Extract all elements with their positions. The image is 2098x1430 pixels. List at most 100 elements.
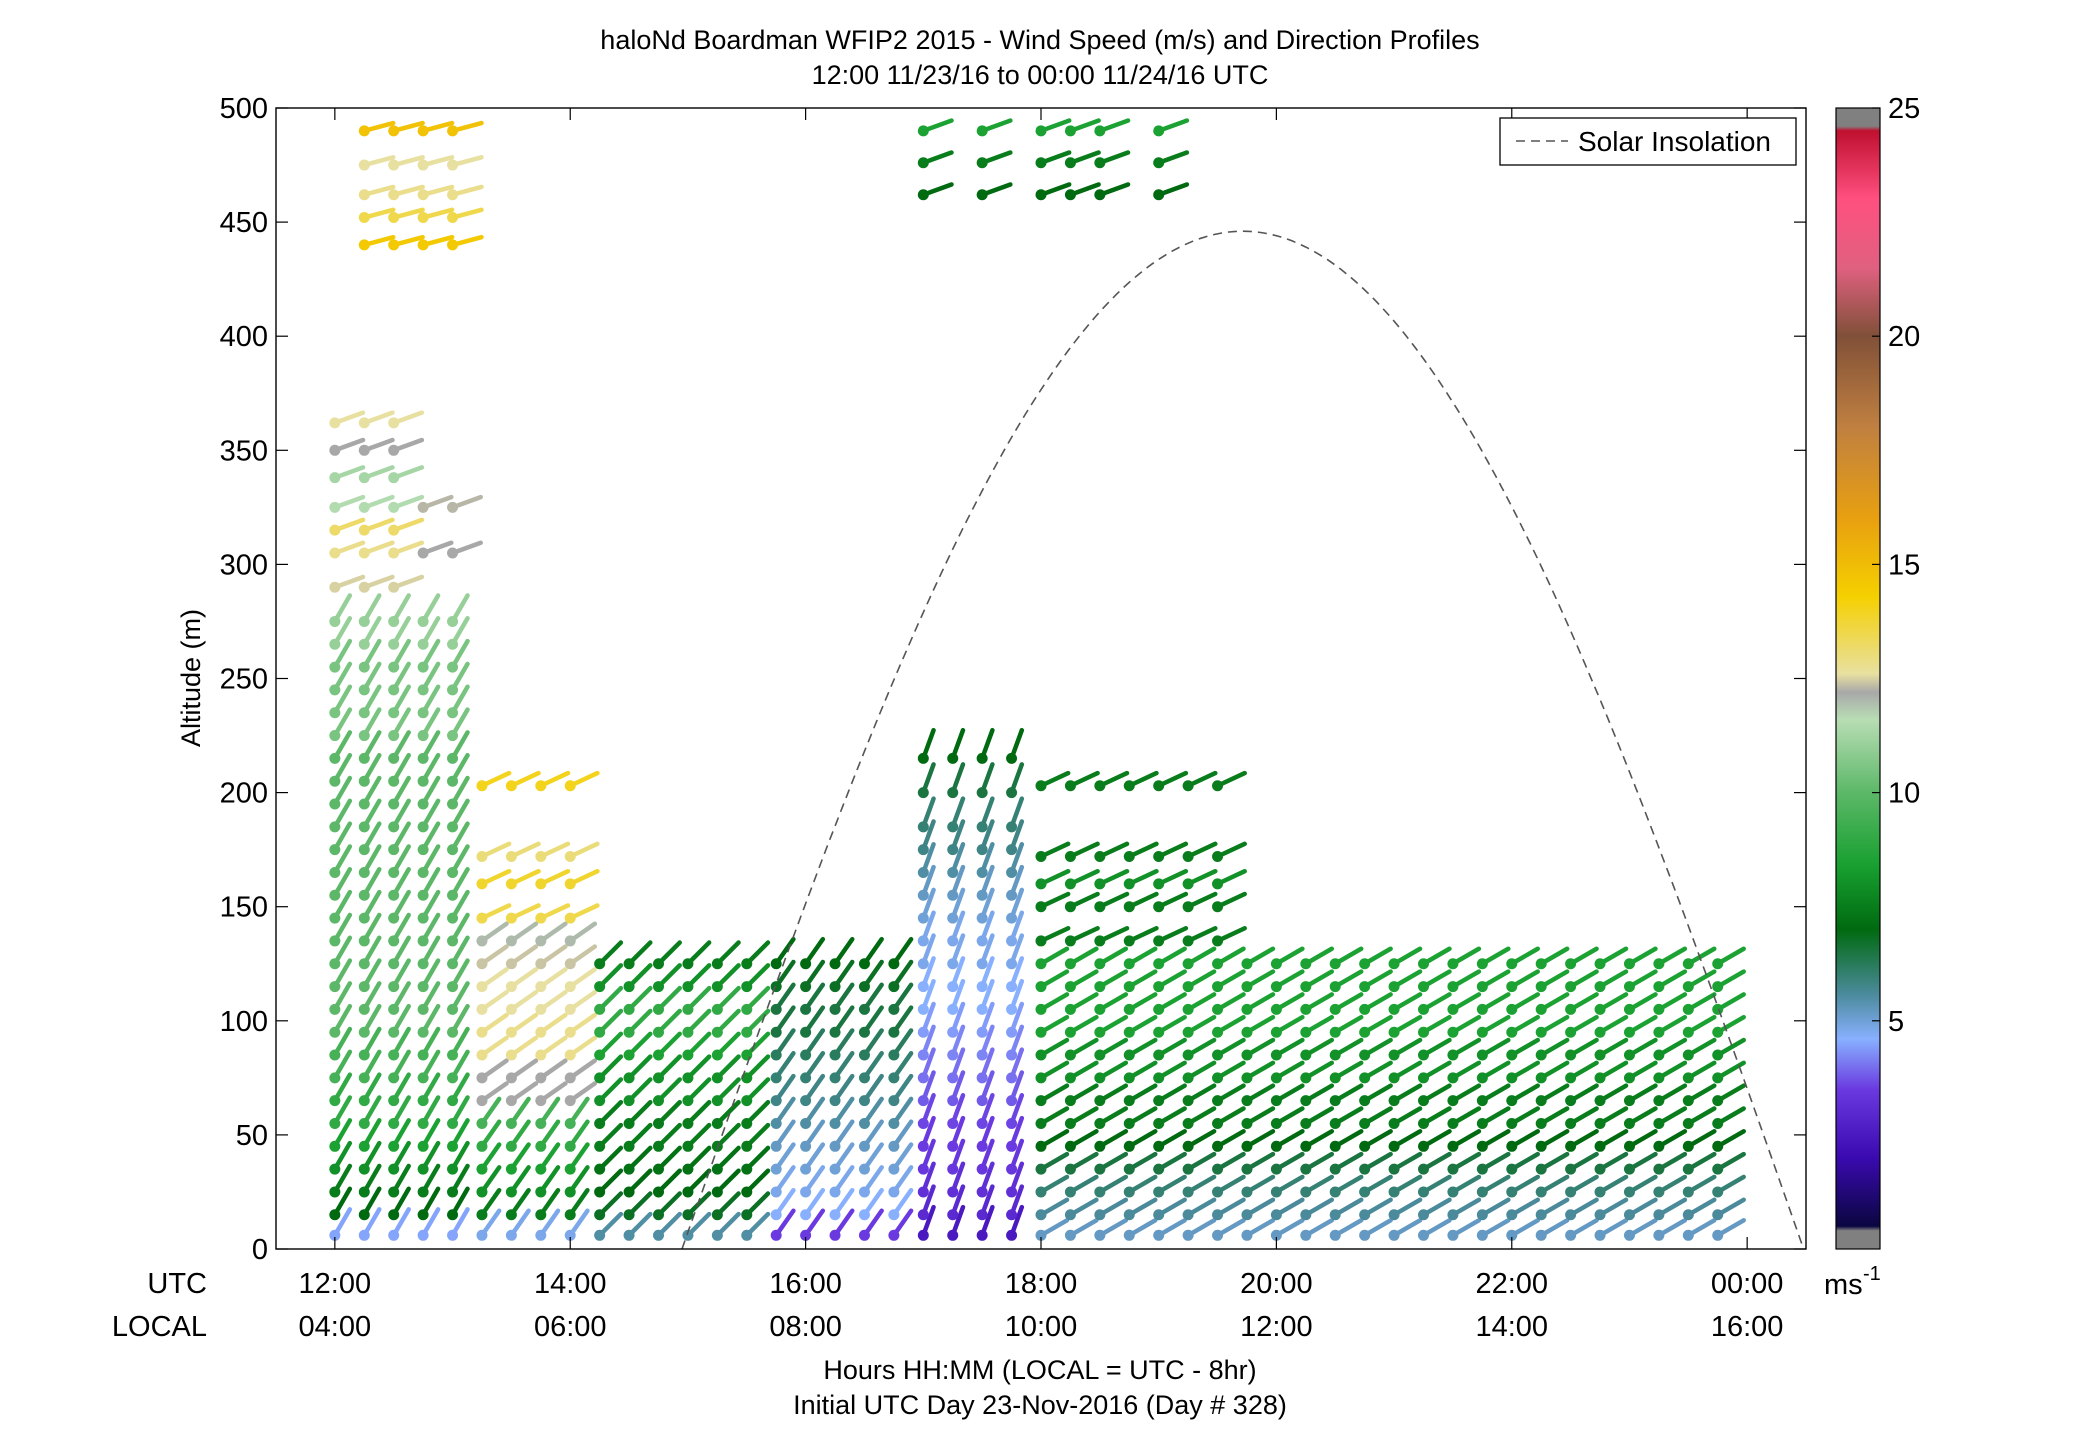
wind-barb-dot [358,472,370,484]
wind-barb [976,1204,995,1241]
wind-barb-dot [594,1003,606,1015]
wind-barb [1300,1037,1335,1061]
wind-barb [917,727,936,764]
wind-barb [917,1138,936,1175]
wind-barb-dot [417,752,429,764]
wind-barb-dot [388,798,400,810]
wind-barb [535,1012,568,1038]
wind-barb-dot [594,1209,606,1221]
wind-barb-dot [358,707,370,719]
wind-barb [1006,1070,1025,1107]
wind-barb [1182,841,1218,862]
wind-barb-dot [1388,1140,1400,1152]
wind-barb-dot [447,1003,459,1015]
wind-barb [1182,1174,1217,1198]
wind-barb [623,963,653,993]
wind-barb-dot [1447,1186,1459,1198]
wind-barb [800,1028,826,1061]
wind-barb [1388,1083,1423,1107]
wind-barb [1094,1106,1129,1129]
wind-barb [682,1031,712,1061]
wind-barb-dot [1241,1049,1253,1061]
wind-barb-dot [388,889,400,901]
wind-barb-dot [1418,1140,1429,1152]
chart-subtitle: 12:00 11/23/16 to 00:00 11/24/16 UTC [812,60,1269,90]
wind-barb [447,730,470,764]
wind-barb-dot [447,707,459,719]
wind-barb-dot [505,780,517,792]
wind-barb [976,978,995,1015]
wind-barb-dot [447,212,459,224]
wind-barb-dot [564,1117,576,1129]
wind-barb [1182,992,1217,1015]
wind-barb [829,1096,855,1129]
wind-barb-dot [1506,1072,1518,1084]
wind-barb-dot [1653,1186,1665,1198]
wind-barb-dot [594,1140,606,1152]
wind-barb-dot [447,1140,459,1152]
wind-barb-dot [417,615,429,627]
wind-barb-dot [800,981,812,993]
wind-barb-dot [1535,1049,1547,1061]
wind-barb [505,1081,539,1107]
wind-barb [1565,992,1599,1015]
wind-barb [1535,1083,1570,1107]
wind-barb [1682,1106,1717,1129]
wind-barb-dot [947,1140,959,1152]
wind-barb [800,1119,826,1152]
wind-barb-dot [682,1026,694,1038]
wind-barb [1064,1218,1099,1241]
wind-barb [1270,1129,1305,1152]
wind-barb-dot [1329,981,1341,993]
wind-barb [535,944,568,970]
wind-barb [1712,1083,1746,1107]
wind-barb-dot [1153,1163,1165,1175]
wind-barb [1006,762,1025,799]
wind-barb [476,1081,509,1107]
wind-barb-dot [476,1163,488,1175]
wind-barb-dot [1300,1163,1312,1175]
wind-barb-dot [829,1049,841,1061]
wind-barb-dot [888,1003,900,1015]
wind-barb [358,1186,382,1221]
x-tick-label-local: 10:00 [1005,1311,1078,1343]
wind-barb [329,661,353,696]
wind-barb-dot [711,1072,723,1084]
wind-barb-dot [1653,1026,1665,1038]
wind-barb [682,940,712,970]
wind-barb [800,1187,826,1221]
wind-barb [1006,1161,1025,1198]
wind-barb-dot [770,1095,782,1107]
wind-barb [1241,1218,1276,1241]
wind-barb-dot [858,1003,870,1015]
wind-barb [741,1100,771,1129]
wind-barb-dot [1388,958,1400,970]
wind-barb-dot [358,798,370,810]
wind-barb-dot [358,684,370,696]
wind-barb [800,1073,826,1107]
wind-barb-dot [329,1072,341,1084]
wind-barb-dot [1182,1186,1194,1198]
wind-barb-dot [1565,958,1577,970]
wind-barb [1182,1037,1217,1061]
wind-barb-dot [623,1186,635,1198]
wind-barb-dot [447,239,459,251]
wind-barb [1388,1129,1423,1152]
wind-barb-dot [476,1117,488,1129]
wind-barb [711,1191,741,1221]
wind-barb [1594,946,1629,970]
x-tick-label-utc: 14:00 [534,1268,607,1300]
wind-barb-dot [917,1026,929,1038]
wind-barb [1565,1083,1599,1107]
wind-barb [917,956,936,993]
wind-barb [535,868,571,890]
wind-barb [417,935,441,970]
wind-barb-dot [947,821,959,833]
wind-barb-dot [1094,850,1106,862]
wind-barb-dot [1270,1163,1282,1175]
wind-barb [623,1191,653,1221]
wind-barb [1447,992,1482,1015]
wind-barb [800,1208,826,1241]
wind-barb [1623,1037,1658,1061]
wind-barb [1064,1037,1099,1061]
